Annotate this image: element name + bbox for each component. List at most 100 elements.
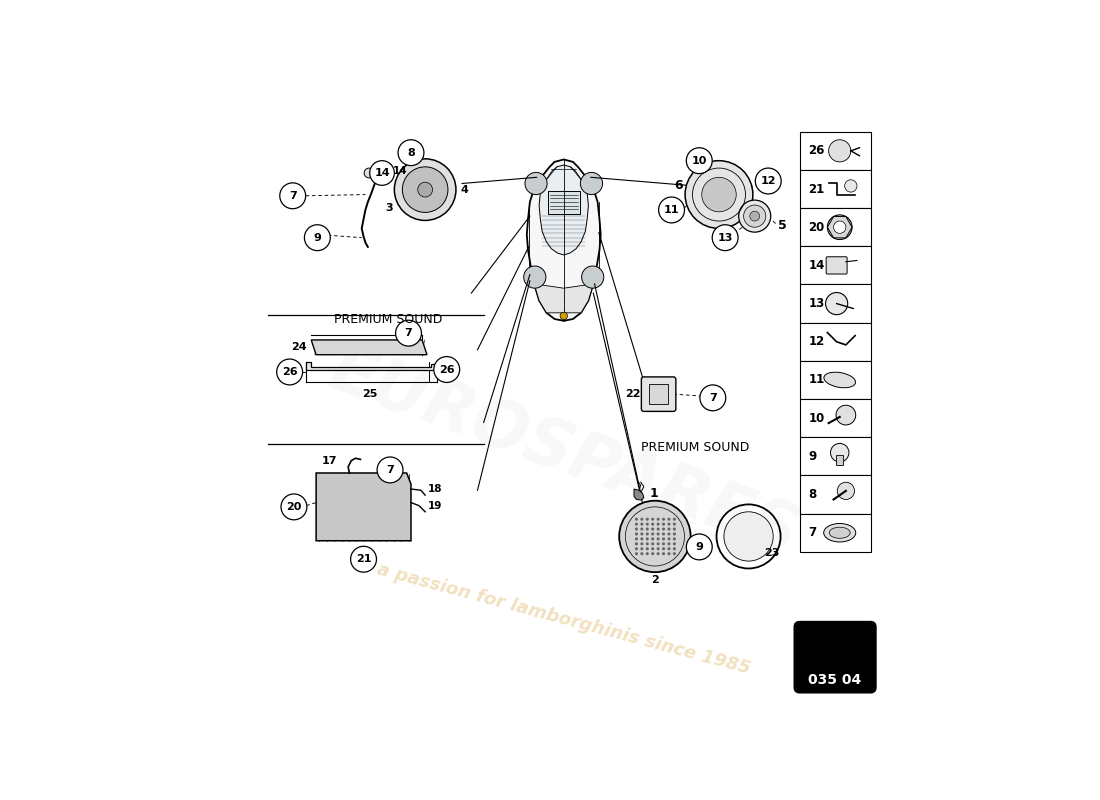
Circle shape — [646, 552, 649, 555]
Circle shape — [673, 527, 675, 530]
Circle shape — [581, 172, 603, 194]
Circle shape — [635, 538, 638, 541]
Circle shape — [685, 161, 752, 229]
Circle shape — [635, 527, 638, 530]
Text: 17: 17 — [321, 456, 337, 466]
Circle shape — [396, 320, 421, 346]
Circle shape — [651, 538, 654, 541]
Text: 035 04: 035 04 — [808, 673, 861, 687]
FancyBboxPatch shape — [548, 191, 580, 214]
Circle shape — [686, 534, 712, 560]
Circle shape — [635, 542, 638, 546]
Circle shape — [830, 443, 849, 462]
Text: 2: 2 — [651, 575, 659, 586]
Circle shape — [635, 552, 638, 555]
Circle shape — [619, 501, 691, 572]
Circle shape — [651, 533, 654, 535]
Circle shape — [662, 542, 665, 546]
Text: 14: 14 — [374, 168, 389, 178]
Text: 11: 11 — [808, 374, 825, 386]
Polygon shape — [306, 362, 438, 370]
Text: 19: 19 — [428, 501, 442, 510]
Text: 3: 3 — [385, 203, 393, 213]
Circle shape — [657, 533, 660, 535]
FancyBboxPatch shape — [649, 384, 669, 404]
Text: 7: 7 — [708, 393, 717, 403]
Circle shape — [635, 518, 638, 521]
Circle shape — [403, 167, 448, 213]
Circle shape — [673, 518, 675, 521]
Circle shape — [834, 221, 846, 234]
Circle shape — [640, 518, 643, 521]
Text: 26: 26 — [439, 365, 454, 374]
Text: 26: 26 — [808, 144, 825, 158]
Circle shape — [673, 542, 675, 546]
FancyBboxPatch shape — [641, 377, 675, 411]
Circle shape — [659, 197, 684, 223]
Circle shape — [673, 522, 675, 526]
Ellipse shape — [824, 372, 856, 388]
Circle shape — [739, 200, 771, 232]
Text: 14: 14 — [393, 166, 407, 176]
Circle shape — [640, 522, 643, 526]
Text: 12: 12 — [808, 335, 825, 348]
Circle shape — [673, 547, 675, 550]
Circle shape — [700, 385, 726, 410]
Polygon shape — [535, 284, 593, 313]
Text: 24: 24 — [290, 342, 306, 352]
Text: 9: 9 — [808, 450, 816, 463]
Text: EUROSPARES: EUROSPARES — [320, 338, 807, 569]
Circle shape — [364, 168, 374, 178]
Circle shape — [646, 538, 649, 541]
Circle shape — [418, 182, 432, 197]
Bar — [800, 361, 870, 399]
Circle shape — [668, 522, 671, 526]
Circle shape — [640, 547, 643, 550]
Circle shape — [525, 172, 547, 194]
Circle shape — [668, 533, 671, 535]
Bar — [800, 475, 870, 514]
Circle shape — [646, 533, 649, 535]
Bar — [800, 322, 870, 361]
Circle shape — [827, 215, 853, 239]
Text: 13: 13 — [717, 233, 733, 242]
Circle shape — [668, 547, 671, 550]
Circle shape — [657, 538, 660, 541]
Circle shape — [836, 406, 856, 425]
Circle shape — [837, 482, 855, 499]
Text: 8: 8 — [407, 148, 415, 158]
Text: 20: 20 — [808, 221, 825, 234]
Circle shape — [646, 527, 649, 530]
Circle shape — [640, 542, 643, 546]
Text: 21: 21 — [808, 182, 825, 195]
Circle shape — [662, 533, 665, 535]
Text: PREMIUM SOUND: PREMIUM SOUND — [334, 313, 442, 326]
Circle shape — [640, 538, 643, 541]
Circle shape — [657, 552, 660, 555]
Text: PREMIUM SOUND: PREMIUM SOUND — [640, 441, 749, 454]
Circle shape — [724, 512, 773, 561]
Circle shape — [433, 357, 460, 382]
Circle shape — [635, 533, 638, 535]
Text: 12: 12 — [760, 176, 775, 186]
Polygon shape — [539, 165, 588, 255]
FancyBboxPatch shape — [826, 257, 847, 274]
Text: 22: 22 — [625, 389, 640, 399]
Circle shape — [657, 518, 660, 521]
Text: 14: 14 — [808, 259, 825, 272]
Circle shape — [662, 547, 665, 550]
Circle shape — [377, 457, 403, 483]
Text: 7: 7 — [289, 190, 297, 201]
Circle shape — [702, 178, 736, 212]
Text: 18: 18 — [428, 484, 442, 494]
Circle shape — [646, 518, 649, 521]
Circle shape — [673, 538, 675, 541]
Text: 6: 6 — [674, 179, 683, 192]
Circle shape — [744, 205, 766, 227]
Circle shape — [657, 547, 660, 550]
Circle shape — [524, 266, 546, 288]
Text: 10: 10 — [808, 412, 825, 425]
Circle shape — [825, 293, 848, 314]
Circle shape — [662, 538, 665, 541]
Circle shape — [351, 546, 376, 572]
